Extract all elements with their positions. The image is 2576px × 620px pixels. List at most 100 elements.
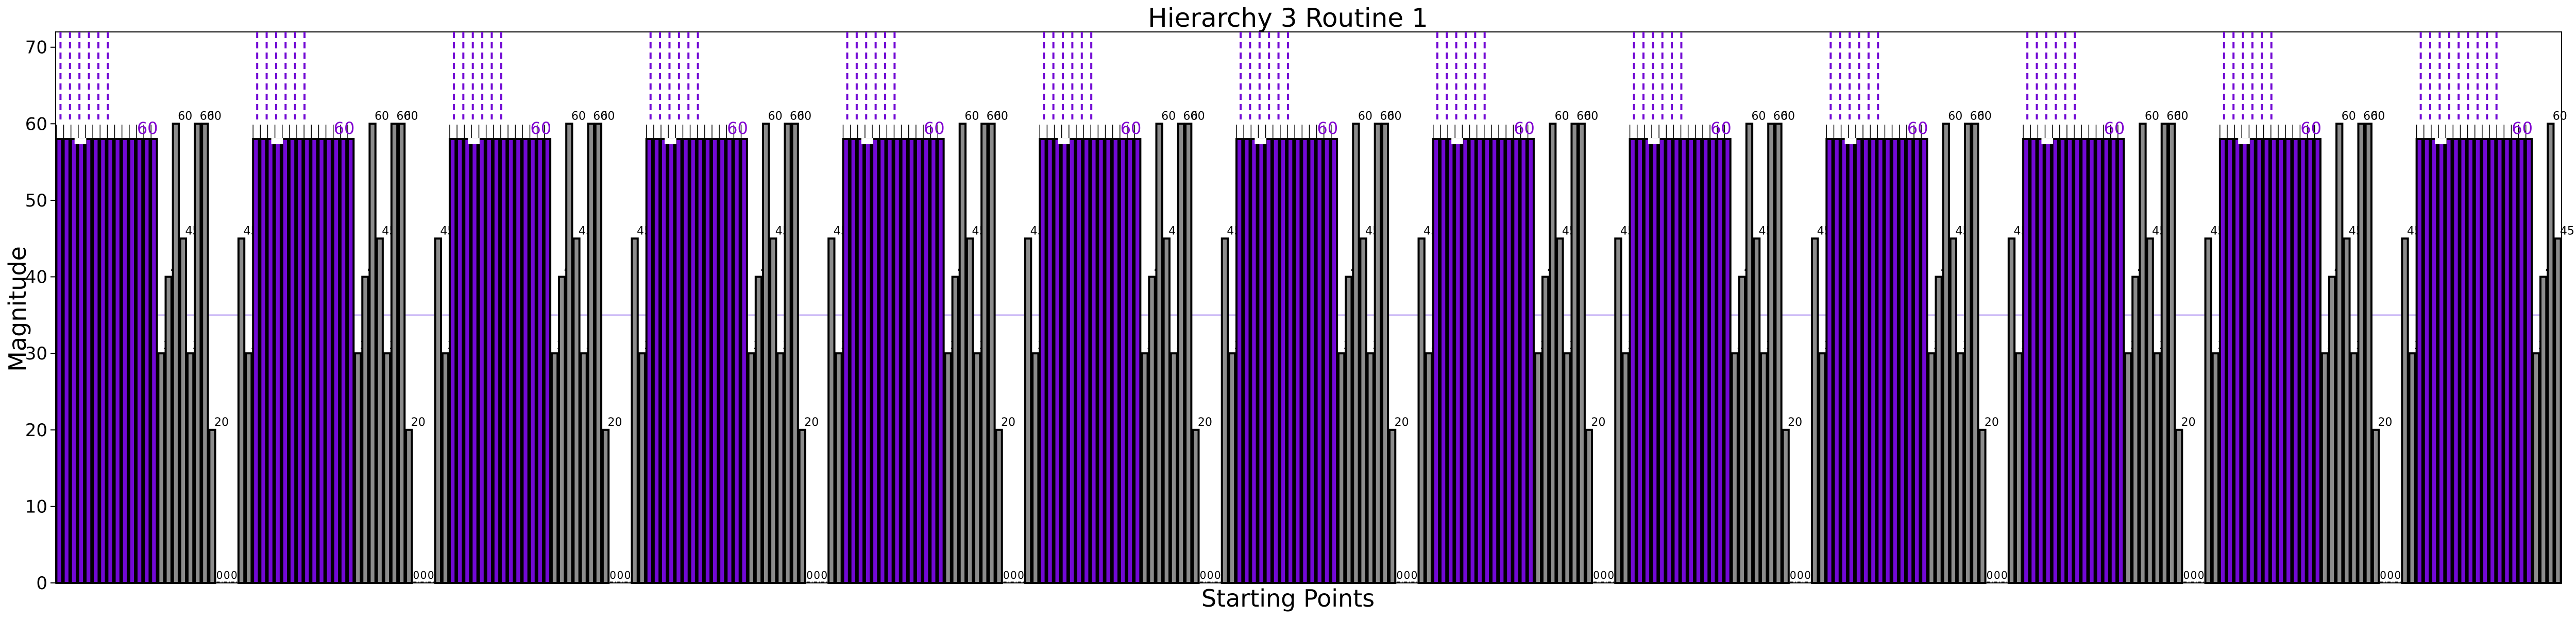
bar-value-label: 45 [2560, 225, 2574, 237]
bar [237, 237, 246, 584]
bar-highlight [856, 138, 865, 584]
bar-value-label: 60 [994, 110, 1008, 123]
bar-value-label: 0 [420, 569, 427, 581]
bar [587, 123, 595, 584]
bar-highlight [740, 138, 748, 584]
bar-highlight [492, 138, 501, 584]
bar [2328, 275, 2336, 584]
bar [1425, 352, 1433, 584]
bar-value-label: 60 [1781, 110, 1795, 123]
bar-highlight [1097, 138, 1105, 584]
bar-highlight [106, 138, 114, 584]
bar-value-label: 0 [1200, 569, 1207, 581]
bar [1352, 123, 1360, 584]
bar [594, 123, 603, 584]
bar-highlight [529, 138, 537, 584]
bar-value-label: 60 [1584, 110, 1598, 123]
bar-highlight [288, 138, 297, 584]
group-value-label: 60 [2104, 118, 2125, 138]
bar [2014, 352, 2023, 584]
bar [1155, 123, 1163, 584]
bar-value-label: 60 [2145, 110, 2159, 123]
bar-highlight [1650, 138, 1659, 584]
bar-highlight [1060, 138, 1069, 584]
bar [434, 237, 442, 584]
bar-highlight [281, 138, 290, 584]
group-notch [271, 138, 283, 145]
bar [1563, 352, 1571, 584]
bar-highlight [274, 138, 282, 584]
bar-highlight [1133, 138, 1142, 584]
bar-highlight [2116, 138, 2125, 584]
bar [550, 352, 559, 584]
bar [2343, 237, 2351, 584]
bar-value-label: 0 [821, 569, 827, 581]
bar-highlight [2088, 138, 2096, 584]
bar [944, 352, 952, 584]
bar-highlight [2503, 138, 2511, 584]
bar-highlight [346, 138, 355, 584]
bar-highlight [2488, 138, 2497, 584]
bar-value-label: 60 [2342, 110, 2356, 123]
bar [1760, 352, 1768, 584]
bar-highlight [1694, 138, 1703, 584]
bar [354, 352, 362, 584]
y-tick-label: 0 [36, 573, 47, 594]
bar-highlight [1519, 138, 1528, 584]
bar-highlight [842, 138, 850, 584]
bar-highlight [1505, 138, 1513, 584]
bar-value-label: 0 [1593, 569, 1600, 581]
bar-value-label: 0 [1018, 569, 1024, 581]
bar-highlight [1235, 138, 1244, 584]
bar-highlight [339, 138, 348, 584]
bar [1956, 352, 1965, 584]
bar-highlight [645, 138, 654, 584]
bar-highlight [1490, 138, 1499, 584]
bar-highlight [1636, 138, 1645, 584]
bar-highlight [259, 138, 267, 584]
bar-value-label: 0 [231, 569, 238, 581]
bar [2320, 352, 2329, 584]
bar [2146, 237, 2154, 584]
bar [638, 352, 646, 584]
bar-highlight [2241, 138, 2249, 584]
bar-highlight [252, 138, 260, 584]
bar-highlight [1891, 138, 1899, 584]
bar [1417, 237, 1426, 584]
group-notch [861, 138, 873, 145]
bar-highlight [135, 138, 144, 584]
bar-highlight [1833, 138, 1841, 584]
bar-value-label: 60 [571, 110, 586, 123]
bar-value-label: 60 [2553, 110, 2567, 123]
bar [405, 428, 413, 584]
bar [194, 123, 202, 584]
plot-area: 0102030405060703040604530606020000453030… [25, 31, 2574, 594]
bar-highlight [667, 138, 675, 584]
bar-highlight [1250, 138, 1258, 584]
bar-value-label: 0 [1797, 569, 1804, 581]
bar-highlight [2102, 138, 2110, 584]
bar-value-label: 0 [216, 569, 223, 581]
y-tick-label: 30 [25, 343, 47, 364]
bar-highlight [1629, 138, 1637, 584]
bar-highlight [2517, 138, 2526, 584]
bar-value-label: 0 [1003, 569, 1010, 581]
bar-value-label: 60 [797, 110, 811, 123]
bar-value-label: 0 [609, 569, 616, 581]
group-notch [1844, 138, 1857, 145]
bar-highlight [689, 138, 697, 584]
bar [1549, 123, 1557, 584]
bar [2007, 237, 2016, 584]
bar-value-label: 0 [413, 569, 420, 581]
group-value-label: 60 [1710, 118, 1732, 138]
bar-highlight [1447, 138, 1455, 584]
bar [1162, 237, 1171, 584]
bar [1556, 237, 1564, 584]
bar-highlight [2248, 138, 2256, 584]
bar [164, 275, 173, 584]
bar-value-label: 0 [1010, 569, 1017, 581]
bar-highlight [1840, 138, 1848, 584]
bar-highlight [470, 138, 479, 584]
bar-highlight [1264, 138, 1273, 584]
bar-highlight [266, 138, 275, 584]
